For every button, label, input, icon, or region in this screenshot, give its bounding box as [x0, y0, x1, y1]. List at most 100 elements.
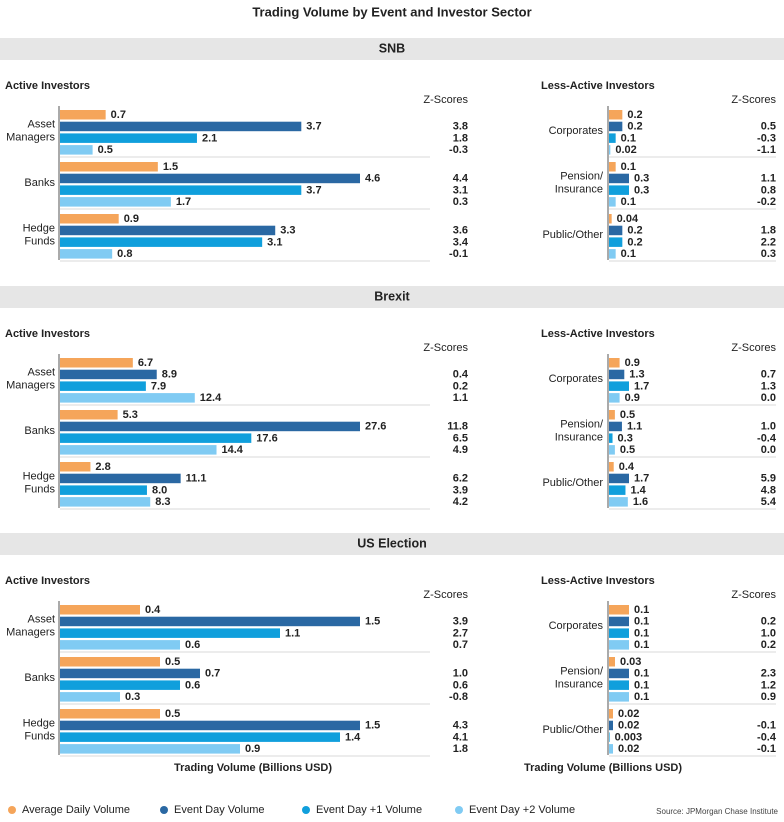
value-label: 1.7: [634, 473, 649, 485]
value-label: 0.5: [98, 144, 113, 156]
z-score: 0.9: [761, 691, 776, 703]
category-label: Insurance: [555, 183, 603, 195]
category-label: Public/Other: [542, 477, 603, 489]
z-score: 4.8: [761, 484, 776, 496]
value-label: 0.1: [634, 639, 649, 651]
x-axis-label: Trading Volume (Billions USD): [524, 762, 682, 774]
x-axis-label: Trading Volume (Billions USD): [174, 762, 332, 774]
value-label: 1.5: [163, 161, 178, 173]
z-score: 0.2: [453, 380, 468, 392]
z-score: 1.1: [453, 392, 468, 404]
value-label: 0.2: [627, 236, 642, 248]
category-label: Managers: [6, 379, 55, 391]
value-label: 0.03: [620, 656, 641, 668]
value-label: 0.9: [124, 213, 139, 225]
z-score: 6.2: [453, 473, 468, 485]
z-score: 0.5: [761, 121, 776, 133]
bar: [60, 720, 360, 731]
category-label: Public/Other: [542, 724, 603, 736]
category-label: Banks: [24, 672, 55, 684]
bar: [60, 732, 340, 742]
bar: [60, 421, 360, 432]
z-score: 0.2: [761, 616, 776, 628]
z-score: 2.7: [453, 627, 468, 639]
bar: [609, 732, 610, 742]
value-label: 0.1: [634, 679, 649, 691]
bar: [60, 369, 157, 380]
bar: [60, 605, 140, 615]
bar: [60, 214, 119, 224]
z-score: 1.0: [761, 627, 776, 639]
category-label: Banks: [24, 177, 55, 189]
legend-marker: [455, 806, 463, 814]
bar: [60, 249, 113, 259]
value-label: 0.4: [145, 604, 161, 616]
bar: [60, 225, 276, 236]
legend-label: Average Daily Volume: [22, 804, 130, 816]
bar: [60, 445, 217, 455]
z-score: 1.0: [761, 421, 776, 433]
category-label: Managers: [6, 131, 55, 143]
legend-label: Event Day +1 Volume: [316, 804, 422, 816]
z-score: 4.3: [453, 720, 468, 732]
value-label: 0.04: [617, 213, 639, 225]
panel-title: Less-Active Investors: [541, 328, 655, 340]
panel-title: Less-Active Investors: [541, 575, 655, 587]
z-score-title: Z-Scores: [731, 94, 776, 106]
value-label: 4.6: [365, 173, 380, 185]
z-score: 3.9: [453, 616, 468, 628]
category-label: Hedge: [23, 717, 55, 729]
value-label: 2.1: [202, 132, 217, 144]
category-label: Hedge: [23, 470, 55, 482]
bar: [60, 381, 146, 391]
z-score-title: Z-Scores: [423, 342, 468, 354]
value-label: 0.02: [618, 743, 639, 755]
z-score: 0.7: [453, 639, 468, 651]
value-label: 1.7: [176, 196, 191, 208]
z-score: 5.9: [761, 473, 776, 485]
value-label: 0.6: [185, 639, 200, 651]
legend-label: Event Day +2 Volume: [469, 804, 575, 816]
value-label: 1.7: [634, 380, 649, 392]
value-label: 0.5: [620, 409, 635, 421]
z-score: 2.3: [761, 668, 776, 680]
bar: [60, 133, 197, 143]
z-score-title: Z-Scores: [731, 342, 776, 354]
value-label: 3.7: [306, 121, 321, 133]
bar: [60, 657, 160, 667]
bar: [60, 433, 252, 443]
value-label: 3.3: [280, 225, 295, 237]
bar: [609, 369, 625, 380]
value-label: 0.1: [634, 627, 649, 639]
section-band: [0, 286, 784, 308]
value-label: 8.9: [162, 369, 177, 381]
value-label: 1.4: [345, 731, 361, 743]
bar: [609, 640, 629, 650]
z-score: -0.4: [757, 731, 777, 743]
bar: [609, 393, 620, 403]
bar: [609, 197, 616, 207]
category-label: Corporates: [549, 125, 604, 137]
value-label: 8.3: [155, 496, 170, 508]
z-score: -0.4: [757, 432, 777, 444]
value-label: 1.5: [365, 616, 380, 628]
panel-title: Active Investors: [5, 328, 90, 340]
bar: [60, 173, 360, 184]
bar: [609, 657, 615, 667]
z-score: 1.8: [761, 225, 776, 237]
bar: [609, 709, 613, 719]
value-label: 1.4: [630, 484, 646, 496]
bar: [60, 393, 195, 403]
bar: [609, 214, 612, 224]
bar: [60, 616, 360, 627]
value-label: 0.1: [621, 196, 636, 208]
value-label: 0.3: [634, 173, 649, 185]
bar: [609, 433, 613, 443]
z-score: 2.2: [761, 236, 776, 248]
bar: [609, 237, 623, 247]
category-label: Managers: [6, 626, 55, 638]
value-label: 0.9: [625, 357, 640, 369]
section-title: Brexit: [374, 289, 410, 303]
bar: [609, 485, 626, 495]
z-score: -0.1: [757, 743, 776, 755]
